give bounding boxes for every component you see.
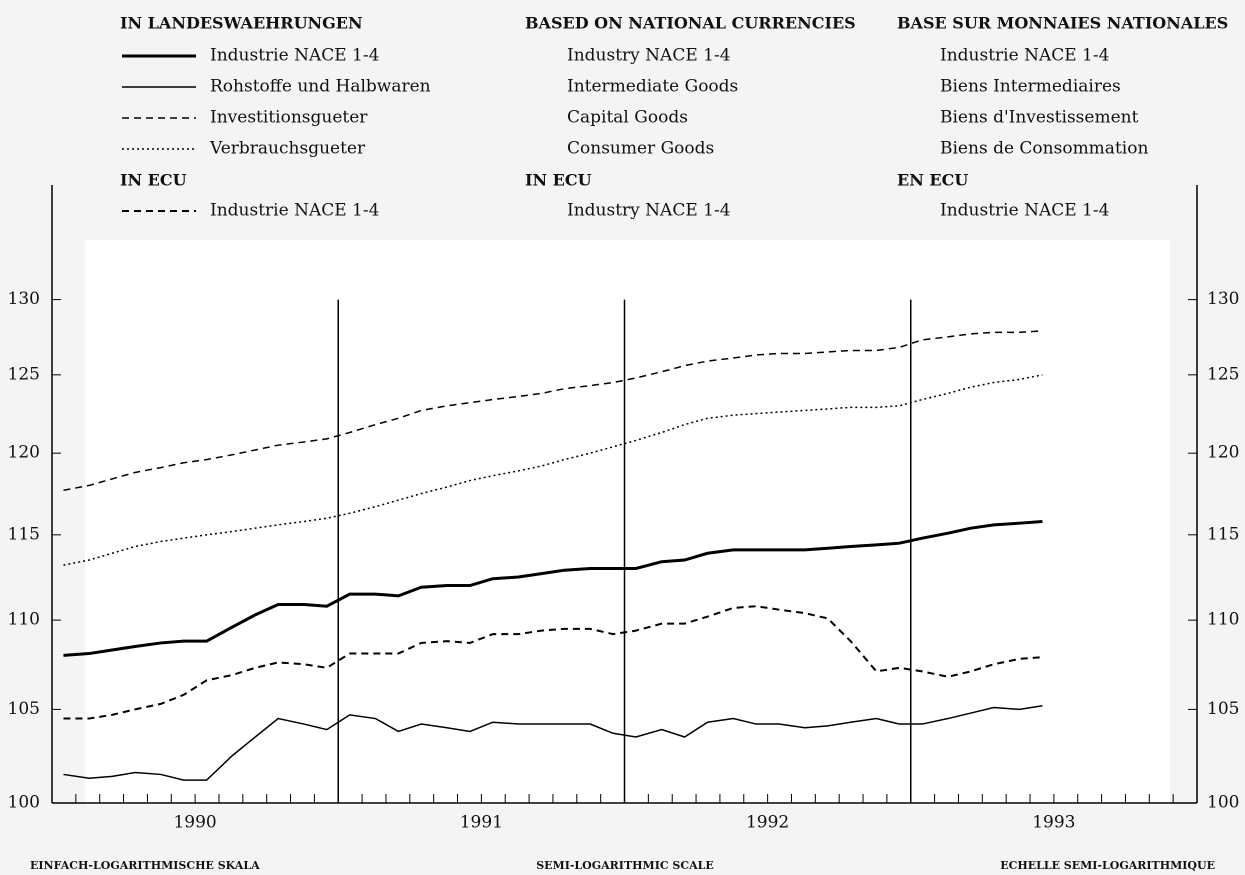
footer: SEMI-LOGARITHMIC SCALE	[536, 859, 714, 872]
series-line	[63, 605, 1043, 720]
legend-label: Intermediate Goods	[567, 77, 738, 97]
series-line	[63, 330, 1043, 492]
y2-tick-label: 100	[1207, 793, 1239, 813]
y2-tick-label: 120	[1207, 443, 1239, 463]
y-tick-label: 115	[8, 524, 40, 544]
legend-label: Consumer Goods	[567, 139, 714, 159]
legend-label: Biens d'Investissement	[940, 108, 1139, 128]
y-tick-label: 130	[8, 289, 40, 309]
legend-heading: IN LANDESWAEHRUNGEN	[120, 14, 363, 33]
legend-heading: BASED ON NATIONAL CURRENCIES	[525, 14, 856, 33]
x-tick-label: 1992	[746, 813, 789, 833]
plot-background	[85, 240, 1170, 805]
legend-label: Biens de Consommation	[940, 139, 1148, 159]
legend-label: Capital Goods	[567, 108, 688, 128]
y2-tick-label: 110	[1207, 610, 1239, 630]
y2-tick-label: 115	[1207, 524, 1239, 544]
y2-tick-label: 125	[1207, 364, 1239, 384]
legend-label: Investitionsgueter	[210, 108, 368, 128]
legend-label: Industry NACE 1-4	[567, 201, 731, 221]
footer: ECHELLE SEMI-LOGARITHMIQUE	[1000, 859, 1215, 872]
y-tick-label: 110	[8, 610, 40, 630]
y-tick-label: 105	[8, 699, 40, 719]
legend-label: Biens Intermediaires	[940, 77, 1121, 97]
y-tick-label: 120	[8, 443, 40, 463]
legend-label: Industrie NACE 1-4	[210, 201, 379, 221]
legend-heading: BASE SUR MONNAIES NATIONALES	[897, 14, 1228, 33]
legend-heading: IN ECU	[120, 171, 187, 190]
x-tick-label: 1990	[173, 813, 216, 833]
series-line	[63, 520, 1043, 657]
legend-heading: IN ECU	[525, 171, 592, 190]
legend-label: Industrie NACE 1-4	[940, 201, 1109, 221]
legend-label: Verbrauchsgueter	[209, 139, 366, 159]
legend-label: Rohstoffe und Halbwaren	[210, 77, 431, 97]
footer: EINFACH-LOGARITHMISCHE SKALA	[30, 859, 260, 872]
y-tick-label: 100	[8, 793, 40, 813]
y-tick-label: 125	[8, 364, 40, 384]
legend-label: Industrie NACE 1-4	[210, 46, 379, 66]
x-tick-label: 1991	[460, 813, 503, 833]
x-tick-label: 1993	[1032, 813, 1075, 833]
series-line	[63, 374, 1043, 566]
y2-tick-label: 130	[1207, 289, 1239, 309]
series-line	[63, 704, 1043, 781]
legend-heading: EN ECU	[897, 171, 968, 190]
y2-tick-label: 105	[1207, 699, 1239, 719]
legend-label: Industry NACE 1-4	[567, 46, 731, 66]
legend-label: Industrie NACE 1-4	[940, 46, 1109, 66]
